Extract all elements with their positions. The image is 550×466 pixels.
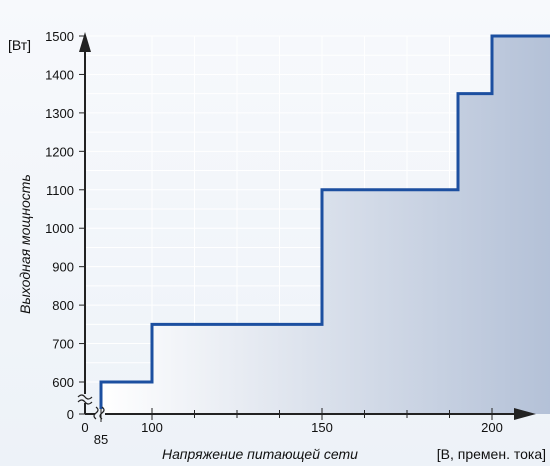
y-tick-label-1400: 1400	[45, 67, 74, 82]
x-axis-unit: [В, премен. тока]	[437, 446, 546, 462]
y-axis-label: Выходная мощность	[17, 174, 33, 314]
y-tick-label-0: 0	[67, 407, 74, 422]
x-axis-break-mark-right	[99, 406, 105, 420]
y-tick-label-600: 600	[52, 375, 74, 390]
x-tick-label-0: 0	[81, 420, 88, 435]
y-tick-label-1100: 1100	[46, 183, 74, 198]
output-power-area	[101, 36, 550, 414]
y-tick-label-1500: 1500	[45, 29, 74, 44]
x-tick-label-100: 100	[141, 420, 163, 435]
y-tick-label-900: 900	[52, 260, 74, 275]
y-axis-unit: [Вт]	[8, 37, 31, 53]
tick-marks	[79, 35, 493, 422]
x-axis-break-mark-left	[93, 406, 99, 420]
axes	[77, 32, 536, 420]
y-tick-labels: 0 600 700 800 900 1000 1100 1200 1300 1400 1500	[45, 29, 74, 422]
y-tick-label-700: 700	[52, 337, 74, 352]
y-tick-label-1000: 1000	[45, 221, 74, 236]
x-tick-label-85: 85	[94, 432, 108, 447]
x-tick-label-150: 150	[311, 420, 333, 435]
y-axis-break-mark-upper	[77, 394, 93, 400]
x-tick-label-200: 200	[481, 420, 503, 435]
x-tick-labels: 085100150200250275300	[81, 420, 503, 447]
x-axis-label: Напряжение питающей сети	[162, 446, 358, 462]
y-axis-arrow	[79, 32, 91, 52]
y-tick-label-800: 800	[52, 298, 74, 313]
output-power-line	[99, 34, 550, 414]
y-axis-break-mark-lower	[77, 399, 93, 405]
y-tick-label-1300: 1300	[45, 106, 74, 121]
x-axis-arrow	[514, 408, 536, 420]
y-tick-label-1200: 1200	[45, 144, 74, 159]
y-axis-break-gap	[80, 394, 91, 403]
